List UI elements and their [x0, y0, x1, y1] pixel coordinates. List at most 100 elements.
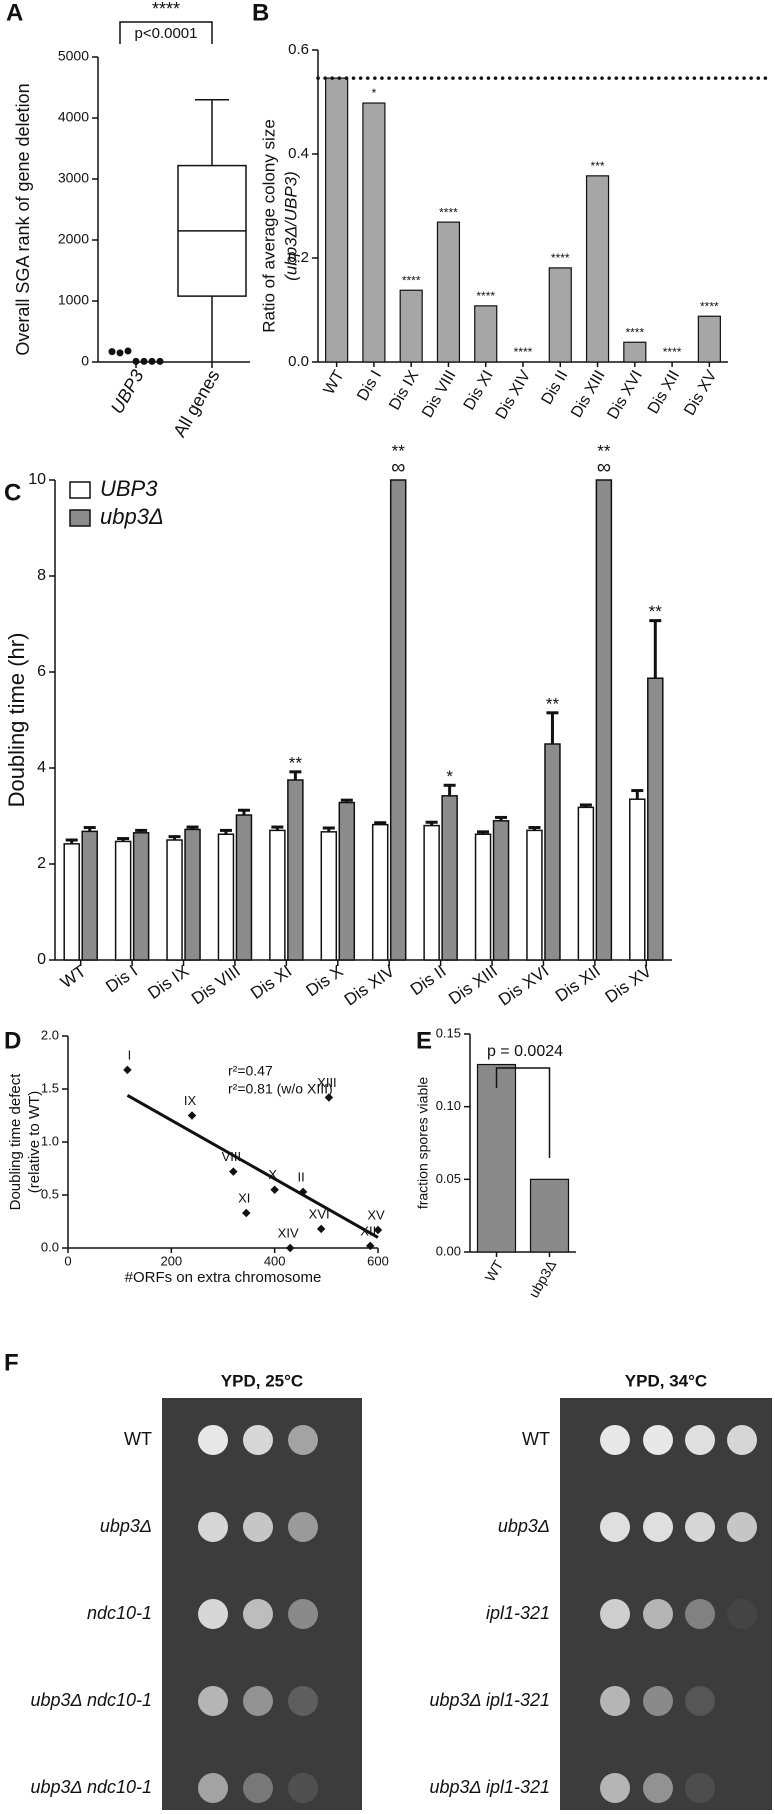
bar — [371, 823, 389, 961]
colony-spot — [288, 1599, 318, 1629]
point-label: VIII — [222, 1149, 242, 1164]
colony-spot — [288, 1512, 318, 1542]
significance: **** — [700, 299, 719, 313]
strain-label: ubp3Δ ndc10-1 — [31, 1777, 153, 1797]
x-tick-label: WT — [321, 367, 348, 397]
bracket — [119, 21, 213, 44]
bar — [63, 843, 80, 961]
point-label: XIV — [278, 1225, 299, 1240]
data-point — [108, 348, 116, 356]
y-axis-label: Doubling time (hr) — [4, 633, 29, 808]
bar — [114, 840, 132, 961]
colony-spot — [600, 1425, 630, 1455]
colony-spot — [243, 1599, 273, 1629]
colony-spot — [198, 1686, 228, 1716]
y-tick-label: 1000 — [58, 292, 89, 308]
y-axis-label: fraction spores viable — [415, 1077, 431, 1210]
bar — [81, 830, 98, 961]
y-tick-label: 3000 — [58, 170, 89, 186]
data-point — [270, 1185, 279, 1194]
panel-label: F — [4, 1349, 19, 1376]
colony-spot — [600, 1686, 630, 1716]
bar — [217, 833, 235, 961]
annotation: **** — [152, 0, 180, 19]
annotation: p = 0.0024 — [487, 1043, 563, 1060]
colony-spot — [243, 1686, 273, 1716]
strain-label: WT — [124, 1429, 152, 1449]
point-label: I — [128, 1047, 132, 1062]
panel-label: D — [4, 1027, 21, 1054]
y-tick-label: 0.05 — [436, 1171, 461, 1186]
strain-label: ubp3Δ ipl1-321 — [430, 1777, 551, 1797]
colony-spot — [643, 1686, 673, 1716]
annotation: r²=0.81 (w/o XIII) — [228, 1081, 333, 1097]
panel-label: A — [6, 0, 23, 26]
data-point — [229, 1167, 238, 1176]
y-axis-label: Overall SGA rank of gene deletion — [13, 83, 33, 355]
x-tick-label: Dis XIII — [445, 961, 501, 1008]
bar — [623, 341, 647, 363]
data-point — [140, 357, 148, 365]
bar — [362, 102, 386, 363]
y-tick-label: 10 — [28, 471, 46, 488]
y-tick-label: 0.4 — [288, 145, 309, 162]
y-tick-label: 0 — [81, 353, 89, 369]
x-tick-label: All genes — [169, 366, 223, 440]
fit-line — [126, 1094, 379, 1239]
significance: ** — [649, 602, 663, 621]
bar — [526, 829, 543, 961]
significance: ** — [392, 441, 406, 460]
point-label: XII — [360, 1223, 376, 1238]
x-tick-label: Dis XIV — [341, 961, 399, 1009]
y-tick-label: 6 — [37, 663, 46, 680]
bar — [269, 829, 286, 961]
bar — [492, 820, 510, 961]
y-tick-label: 0.15 — [436, 1025, 461, 1040]
panel-label: B — [252, 0, 269, 26]
x-tick-label: 600 — [367, 1253, 389, 1268]
x-tick-label: Dis I — [354, 368, 385, 404]
y-tick-label: 0.2 — [288, 249, 309, 266]
bar — [595, 479, 613, 961]
infinite-label: ∞ — [597, 456, 611, 478]
significance: *** — [591, 159, 605, 173]
x-tick-label: Dis II — [538, 368, 571, 408]
legend-swatch — [69, 509, 91, 527]
x-tick-label: Dis XII — [552, 961, 604, 1005]
colony-spot — [727, 1599, 757, 1629]
x-tick-label: 0 — [64, 1253, 71, 1268]
significance: **** — [402, 273, 421, 287]
plate-title: YPD, 25°C — [221, 1371, 303, 1390]
bar — [235, 814, 253, 961]
x-tick-label: WT — [57, 961, 90, 992]
data-point — [187, 1111, 197, 1120]
y-tick-label: 8 — [37, 567, 46, 584]
point-label: XI — [238, 1190, 250, 1205]
strain-label: ipl1-321 — [486, 1603, 550, 1623]
significance: * — [446, 767, 453, 786]
colony-spot — [727, 1425, 757, 1455]
colony-spot — [727, 1773, 757, 1803]
infinite-label: ∞ — [391, 456, 405, 478]
strain-label: ubp3Δ — [100, 1516, 152, 1536]
data-point — [285, 1243, 295, 1253]
y-tick-label: 0.10 — [436, 1098, 461, 1113]
significance: ** — [546, 694, 560, 713]
panel-label: E — [416, 1027, 432, 1054]
bar — [697, 315, 721, 363]
y-tick-label: 2.0 — [41, 1027, 59, 1042]
colony-spot — [685, 1686, 715, 1716]
y-axis-label: (relative to WT) — [26, 1091, 43, 1194]
point-label: XIII — [317, 1075, 337, 1090]
colony-spot — [685, 1773, 715, 1803]
significance: * — [372, 86, 377, 100]
y-tick-label: 2 — [37, 855, 46, 872]
panel-label: C — [4, 479, 21, 506]
data-point — [298, 1187, 308, 1197]
x-tick-label: Dis VIII — [419, 368, 460, 421]
colony-spot — [198, 1512, 228, 1542]
data-point — [148, 357, 156, 365]
bracket — [495, 1067, 551, 1158]
significance: ** — [597, 441, 611, 460]
